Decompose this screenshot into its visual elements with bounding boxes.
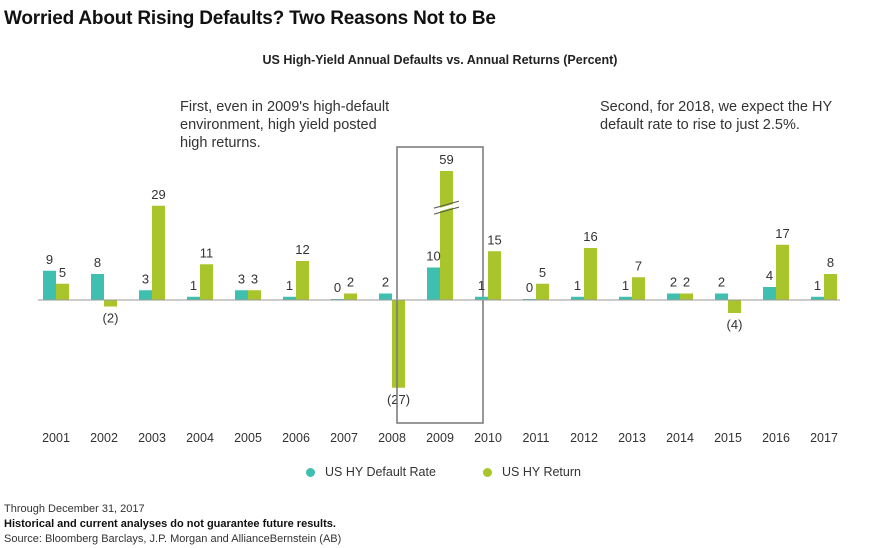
label-default-2013: 1 bbox=[622, 278, 629, 293]
bar-return-2003 bbox=[152, 205, 165, 300]
x-tick-2005: 2005 bbox=[234, 431, 262, 445]
bar-default-2009 bbox=[427, 267, 440, 300]
label-return-2012: 16 bbox=[583, 229, 597, 244]
bar-return-2016 bbox=[776, 244, 789, 300]
page-title: Worried About Rising Defaults? Two Reaso… bbox=[4, 8, 496, 29]
label-return-2001: 5 bbox=[59, 265, 66, 280]
bar-default-2015 bbox=[715, 293, 728, 300]
legend-item-default-rate: US HY Default Rate bbox=[306, 465, 436, 479]
label-return-2007: 2 bbox=[347, 275, 354, 290]
x-tick-2016: 2016 bbox=[762, 431, 790, 445]
x-tick-2014: 2014 bbox=[666, 431, 694, 445]
x-tick-2013: 2013 bbox=[618, 431, 646, 445]
bar-default-2004 bbox=[187, 296, 200, 300]
label-return-2004: 11 bbox=[200, 245, 214, 260]
label-default-2010: 1 bbox=[478, 278, 485, 293]
bar-return-2005 bbox=[248, 290, 261, 300]
label-return-2016: 17 bbox=[775, 226, 789, 241]
bar-default-2010 bbox=[475, 296, 488, 300]
bar-default-2005 bbox=[235, 290, 248, 300]
highlight-box-2009 bbox=[396, 146, 484, 424]
bar-return-2009 bbox=[440, 171, 453, 300]
bar-default-2006 bbox=[283, 296, 296, 300]
label-default-2006: 1 bbox=[286, 278, 293, 293]
annotation-2009: First, even in 2009's high-default envir… bbox=[180, 99, 390, 151]
bar-return-2013 bbox=[632, 277, 645, 300]
label-default-2008: 2 bbox=[382, 275, 389, 290]
label-default-2011: 0 bbox=[526, 280, 533, 295]
bar-default-2002 bbox=[91, 274, 104, 300]
x-tick-2006: 2006 bbox=[282, 431, 310, 445]
label-default-2005: 3 bbox=[238, 271, 245, 286]
legend-item-return: US HY Return bbox=[483, 465, 581, 479]
x-tick-2010: 2010 bbox=[474, 431, 502, 445]
bar-default-2008 bbox=[379, 293, 392, 300]
label-default-2009: 10 bbox=[426, 249, 440, 264]
footer-disclaimer: Historical and current analyses do not g… bbox=[4, 518, 336, 530]
footer-source: Source: Bloomberg Barclays, J.P. Morgan … bbox=[4, 533, 342, 545]
bar-default-2012 bbox=[571, 296, 584, 300]
x-tick-2011: 2011 bbox=[523, 431, 550, 445]
legend-label-return: US HY Return bbox=[502, 465, 581, 479]
label-default-2016: 4 bbox=[766, 268, 773, 283]
x-tick-2007: 2007 bbox=[330, 431, 358, 445]
bar-default-2001 bbox=[43, 270, 56, 300]
x-tick-2012: 2012 bbox=[570, 431, 598, 445]
x-tick-2009: 2009 bbox=[426, 431, 454, 445]
label-return-2015: (4) bbox=[727, 317, 743, 332]
label-default-2002: 8 bbox=[94, 255, 101, 270]
bar-return-2008 bbox=[392, 300, 405, 388]
bar-default-2017 bbox=[811, 296, 824, 300]
x-tick-2008: 2008 bbox=[378, 431, 406, 445]
x-tick-2003: 2003 bbox=[138, 431, 166, 445]
label-default-2003: 3 bbox=[142, 271, 149, 286]
label-return-2003: 29 bbox=[151, 187, 165, 202]
legend-label-default-rate: US HY Default Rate bbox=[325, 465, 436, 479]
label-default-2014: 2 bbox=[670, 275, 677, 290]
label-return-2006: 12 bbox=[295, 242, 309, 257]
label-default-2012: 1 bbox=[574, 278, 581, 293]
label-return-2011: 5 bbox=[539, 265, 546, 280]
label-return-2017: 8 bbox=[827, 255, 834, 270]
bar-default-2016 bbox=[763, 287, 776, 300]
label-default-2015: 2 bbox=[718, 275, 725, 290]
bar-default-2013 bbox=[619, 296, 632, 300]
bar-return-2014 bbox=[680, 293, 693, 300]
bar-return-2011 bbox=[536, 283, 549, 300]
x-tick-2001: 2001 bbox=[42, 431, 70, 445]
label-default-2004: 1 bbox=[190, 278, 197, 293]
label-return-2014: 2 bbox=[683, 275, 690, 290]
label-return-2013: 7 bbox=[635, 258, 642, 273]
x-tick-2015: 2015 bbox=[714, 431, 742, 445]
bar-return-2012 bbox=[584, 248, 597, 300]
x-tick-2017: 2017 bbox=[810, 431, 838, 445]
bar-default-2003 bbox=[139, 290, 152, 300]
x-tick-2004: 2004 bbox=[186, 431, 214, 445]
footer-date: Through December 31, 2017 bbox=[4, 503, 145, 515]
bar-return-2010 bbox=[488, 251, 501, 300]
label-return-2008: (27) bbox=[387, 392, 410, 407]
bar-return-2015 bbox=[728, 300, 741, 313]
label-return-2009: 59 bbox=[439, 152, 453, 167]
label-default-2001: 9 bbox=[46, 252, 53, 267]
bar-return-2001 bbox=[56, 283, 69, 300]
bar-default-2014 bbox=[667, 293, 680, 300]
bar-return-2017 bbox=[824, 274, 837, 300]
bar-return-2004 bbox=[200, 264, 213, 300]
axis-break-marker bbox=[433, 200, 460, 215]
bar-return-2006 bbox=[296, 261, 309, 300]
legend-swatch-return bbox=[483, 467, 492, 477]
label-return-2005: 3 bbox=[251, 271, 258, 286]
label-return-2002: (2) bbox=[103, 311, 119, 326]
legend-swatch-default-rate bbox=[306, 467, 315, 477]
annotation-2018: Second, for 2018, we expect the HY defau… bbox=[600, 99, 832, 133]
x-tick-2002: 2002 bbox=[90, 431, 118, 445]
chart-title: US High-Yield Annual Defaults vs. Annual… bbox=[262, 53, 618, 67]
bar-return-2007 bbox=[344, 293, 357, 300]
label-default-2017: 1 bbox=[814, 278, 821, 293]
label-return-2010: 15 bbox=[487, 232, 501, 247]
bar-return-2002 bbox=[104, 300, 117, 307]
label-default-2007: 0 bbox=[334, 280, 341, 295]
